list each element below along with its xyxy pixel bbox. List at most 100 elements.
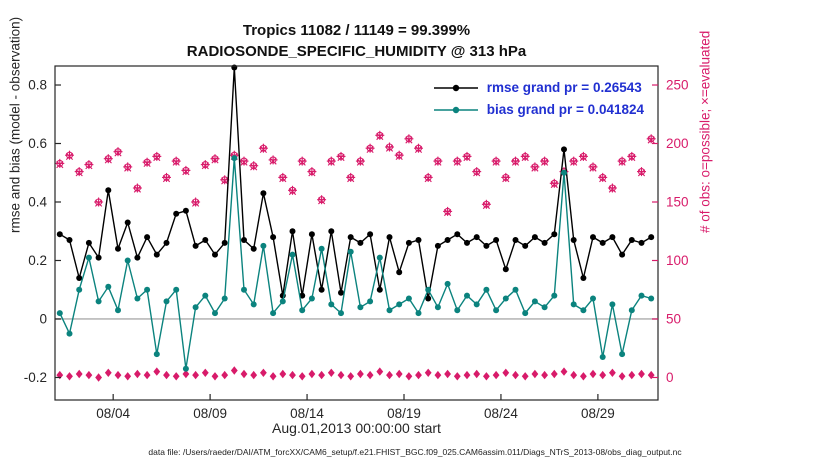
rmse-dot-marker (124, 219, 131, 226)
evaluated-obs-cross-marker (521, 153, 529, 162)
low-count-diamond-marker (463, 370, 471, 380)
low-count-diamond-marker (211, 372, 219, 381)
rmse-dot-marker (115, 245, 121, 252)
low-count-diamond-marker (521, 372, 529, 381)
rmse-dot-marker (473, 234, 480, 241)
low-count-diamond-marker (260, 368, 267, 377)
rmse-dot-marker (250, 245, 257, 252)
bias-dot-marker (182, 365, 189, 372)
low-count-diamond-marker (163, 370, 170, 380)
low-count-diamond-marker (492, 370, 500, 380)
bias-dot-marker (551, 292, 558, 299)
evaluated-obs-cross-marker (599, 175, 607, 183)
y-tick-label-left: -0.2 (24, 370, 47, 385)
bias-dot-marker (270, 310, 277, 317)
rmse-dot-marker (628, 237, 635, 243)
rmse-series (56, 64, 655, 302)
bias-dot-marker (85, 254, 92, 261)
bias-dot-marker (328, 301, 335, 308)
low-count-diamond-marker (201, 368, 209, 377)
evaluated-obs-cross-marker (192, 199, 200, 207)
rmse-dot-marker (551, 231, 558, 238)
bias-dot-marker (454, 307, 461, 314)
rmse-dot-marker (105, 187, 112, 194)
rmse-dot-marker (328, 228, 335, 235)
rmse-dot-marker (464, 239, 470, 246)
low-count-diamond-marker (124, 372, 132, 381)
rmse-dot-marker (202, 237, 209, 243)
y-tick-label-right: 50 (666, 311, 681, 326)
bias-dot-marker (115, 307, 121, 314)
low-count-diamond-marker (618, 372, 626, 381)
evaluated-obs-cross-marker (637, 169, 646, 177)
rmse-dot-marker (56, 231, 63, 238)
bias-dot-marker (250, 301, 257, 308)
rmse-dot-marker (483, 242, 490, 249)
y-tick-label-left: 0.2 (28, 253, 47, 268)
rmse-dot-marker (396, 269, 403, 276)
bias-dot-marker (299, 307, 306, 314)
evaluated-obs-cross-marker (327, 158, 335, 166)
evaluated-obs-cross-marker (395, 152, 403, 160)
low-count-diamond-marker (269, 372, 277, 381)
rmse-dot-marker (134, 254, 141, 261)
bias-dot-marker (434, 304, 441, 311)
rmse-dot-marker (153, 251, 160, 258)
evaluated-obs-cross-marker (308, 169, 316, 177)
chart-title: Tropics 11082 / 11149 = 99.399% (242, 22, 471, 39)
evaluated-obs-cross-marker (511, 158, 520, 166)
low-count-diamond-marker (580, 372, 587, 381)
low-count-diamond-marker (114, 370, 122, 380)
low-count-diamond-marker (66, 372, 73, 381)
low-count-diamond-marker (134, 369, 141, 379)
bias-dot-marker (425, 286, 432, 293)
evaluated-obs-cross-marker (531, 164, 539, 172)
low-count-diamond-marker (395, 369, 403, 379)
rmse-dot-marker (182, 207, 189, 214)
bias-dot-marker (134, 295, 141, 302)
low-count-diamond-marker (240, 369, 248, 379)
bias-dot-marker (279, 298, 286, 305)
rmse-dot-marker (299, 292, 306, 299)
rmse-dot-marker (454, 231, 461, 238)
legend-label: rmse grand pr = 0.26543 (486, 80, 642, 95)
rmse-dot-marker (493, 237, 500, 243)
low-count-diamond-marker (512, 370, 519, 380)
rmse-dot-marker (85, 239, 92, 246)
low-count-diamond-marker (434, 370, 442, 380)
bias-dot-marker (144, 286, 151, 293)
bias-dot-marker (580, 307, 587, 314)
bias-dot-marker (386, 307, 393, 314)
low-count-diamond-marker (172, 372, 180, 381)
rmse-dot-marker (95, 254, 102, 261)
evaluated-obs-cross-marker (240, 158, 248, 166)
legend: rmse grand pr = 0.26543 bias grand pr = 0… (433, 80, 644, 117)
bias-dot-marker (357, 304, 364, 311)
bias-dot-marker (415, 310, 422, 317)
evaluated-obs-cross-marker (589, 164, 597, 172)
evaluated-obs-cross-marker (414, 145, 423, 153)
low-count-diamond-marker (366, 370, 374, 380)
rmse-dot-marker (590, 234, 596, 241)
low-count-diamond-marker (570, 370, 578, 380)
evaluated-obs-cross-marker (492, 158, 500, 166)
y-tick-label-right: 200 (666, 136, 689, 151)
evaluated-obs-cross-marker (279, 175, 287, 183)
axes-box (54, 65, 659, 401)
bias-dot-marker (347, 248, 354, 255)
low-count-diamond-marker (376, 367, 384, 376)
low-count-diamond-marker (599, 370, 607, 380)
x-tick-label: 08/14 (290, 406, 324, 421)
bias-dot-marker (95, 298, 102, 305)
x-tick-label: 08/04 (96, 406, 130, 421)
bias-dot-marker (192, 304, 199, 311)
evaluated-obs-cross-marker (269, 157, 277, 165)
low-count-diamond-marker (308, 369, 316, 379)
evaluated-obs-cross-marker (56, 161, 64, 169)
low-count-diamond-marker (104, 368, 112, 377)
y-tick-label-right: 150 (666, 194, 689, 209)
bias-dot-marker (221, 295, 228, 302)
rmse-dot-marker (221, 239, 228, 246)
evaluated-obs-cross-marker (85, 162, 93, 170)
bias-dot-marker (599, 354, 606, 360)
